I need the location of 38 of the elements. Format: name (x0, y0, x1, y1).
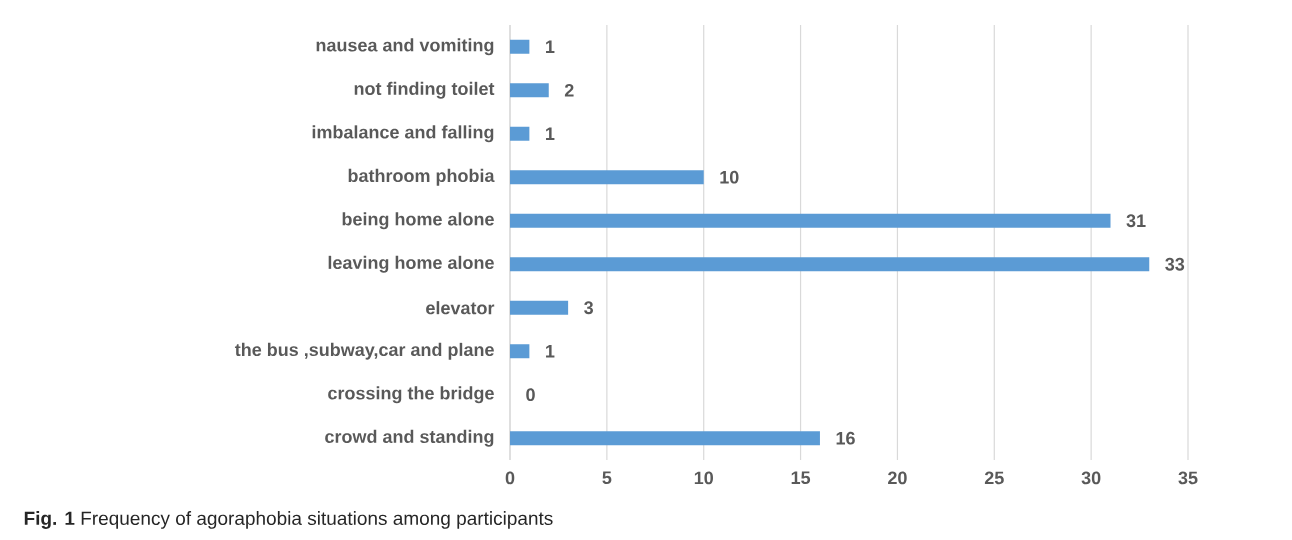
x-tick-label: 25 (984, 471, 1004, 485)
y-tick-label: nausea and vomiting (316, 38, 494, 56)
y-tick-label: imbalance and falling (312, 125, 494, 143)
data-label: 1 (546, 345, 555, 358)
bar (510, 170, 704, 185)
bar (510, 257, 1150, 272)
bar (510, 431, 820, 446)
data-label: 1 (546, 127, 555, 140)
bar (510, 83, 549, 98)
y-tick-label: crowd and standing (325, 429, 494, 447)
bar (510, 39, 530, 54)
x-tick-label: 10 (694, 471, 713, 485)
data-label: 2 (564, 83, 574, 97)
data-label: 3 (584, 301, 594, 315)
y-tick-label: being home alone (342, 212, 494, 230)
data-label: 31 (1126, 214, 1146, 228)
data-label: 0 (526, 388, 535, 402)
x-tick-label: 30 (1081, 471, 1101, 485)
text: Fig. 1 Frequency of agoraphobia situations among participants (24, 511, 553, 529)
x-tick-label: 20 (888, 471, 907, 485)
y-tick-label: crossing the bridge (328, 386, 494, 404)
data-label: 16 (836, 431, 855, 445)
y-tick-label: the bus ,subway,car and plane (234, 342, 494, 360)
y-tick-label: elevator (426, 301, 495, 315)
bar (510, 126, 530, 141)
bar (510, 213, 1111, 228)
data-label: 1 (546, 40, 555, 53)
data-label: 33 (1165, 257, 1185, 271)
x-tick-label: 5 (602, 471, 612, 485)
y-tick-label: not finding toilet (354, 81, 495, 99)
data-label: 10 (720, 170, 739, 184)
bar (510, 300, 569, 315)
x-tick-label: 0 (505, 471, 515, 485)
x-tick-label: 15 (791, 471, 811, 485)
bar (510, 344, 530, 359)
y-tick-label: bathroom phobia (348, 168, 495, 186)
x-tick-label: 35 (1178, 471, 1198, 485)
y-tick-label: leaving home alone (328, 255, 494, 273)
